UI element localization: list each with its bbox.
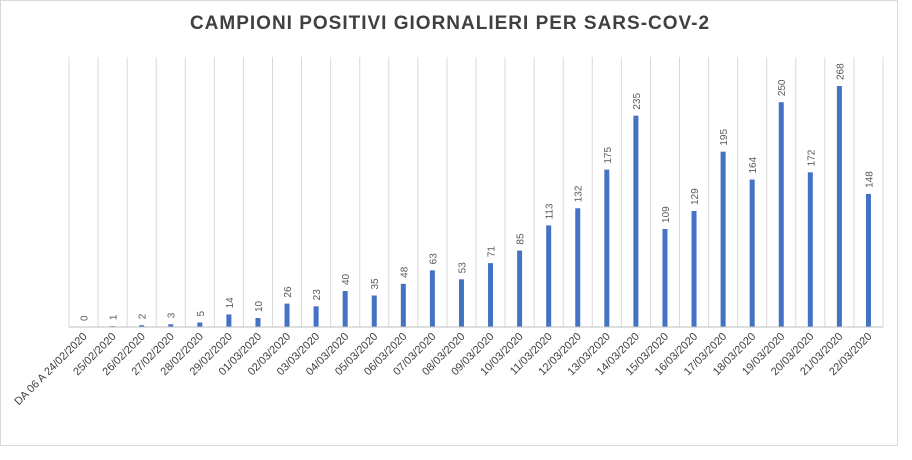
data-label: 3 bbox=[167, 312, 178, 318]
bar bbox=[604, 169, 610, 327]
data-label: 175 bbox=[603, 147, 614, 164]
data-label: 14 bbox=[225, 297, 236, 309]
data-label: 10 bbox=[254, 300, 265, 312]
data-label: 2 bbox=[138, 313, 149, 319]
data-label: 235 bbox=[632, 93, 643, 110]
bar bbox=[836, 86, 842, 327]
data-label: 195 bbox=[719, 129, 730, 146]
data-label: 26 bbox=[283, 286, 294, 298]
bar bbox=[429, 270, 435, 327]
data-label: 172 bbox=[806, 149, 817, 166]
chart-title: CAMPIONI POSITIVI GIORNALIERI PER SARS-C… bbox=[189, 13, 711, 34]
bar bbox=[778, 102, 784, 327]
data-label: 53 bbox=[457, 262, 468, 274]
bars-layer bbox=[110, 86, 871, 327]
data-label: 85 bbox=[516, 233, 527, 245]
bar bbox=[691, 210, 697, 327]
data-label: 113 bbox=[545, 203, 556, 219]
data-label: 1 bbox=[109, 314, 120, 320]
bar bbox=[168, 324, 174, 327]
bar bbox=[458, 279, 464, 327]
data-label: 250 bbox=[777, 79, 788, 96]
bar bbox=[517, 250, 523, 327]
grid-layer bbox=[68, 57, 884, 327]
chart-frame: CAMPIONI POSITIVI GIORNALIERI PER SARS-C… bbox=[0, 0, 898, 446]
data-label: 109 bbox=[661, 206, 672, 223]
bar bbox=[400, 283, 406, 327]
data-label: 132 bbox=[574, 185, 585, 202]
bar bbox=[749, 179, 755, 327]
data-label: 48 bbox=[399, 266, 410, 278]
data-label: 164 bbox=[748, 156, 759, 173]
data-label: 71 bbox=[487, 246, 498, 258]
data-label: 35 bbox=[370, 278, 381, 290]
bar bbox=[197, 322, 203, 327]
data-label: 5 bbox=[196, 311, 207, 317]
bar bbox=[226, 314, 232, 327]
bar bbox=[313, 306, 319, 327]
bar bbox=[342, 291, 348, 327]
bar bbox=[371, 295, 377, 327]
tick-labels-layer: DA 06 A 24/02/202025/02/202026/02/202027… bbox=[12, 331, 874, 408]
bar bbox=[807, 172, 813, 327]
bar bbox=[633, 115, 639, 327]
data-label: 129 bbox=[690, 188, 701, 205]
bar bbox=[255, 318, 261, 327]
bar bbox=[139, 325, 145, 327]
data-label: 268 bbox=[835, 63, 846, 80]
bar bbox=[720, 151, 726, 327]
data-label: 40 bbox=[341, 273, 352, 285]
data-label: 148 bbox=[864, 171, 875, 188]
bar bbox=[284, 303, 290, 327]
bar bbox=[865, 193, 871, 327]
data-label: 23 bbox=[312, 289, 323, 301]
bar bbox=[488, 263, 494, 327]
bar bbox=[546, 225, 552, 327]
data-label: 0 bbox=[80, 315, 91, 321]
data-label: 63 bbox=[428, 253, 439, 265]
bar bbox=[662, 228, 668, 327]
bar bbox=[575, 208, 581, 327]
